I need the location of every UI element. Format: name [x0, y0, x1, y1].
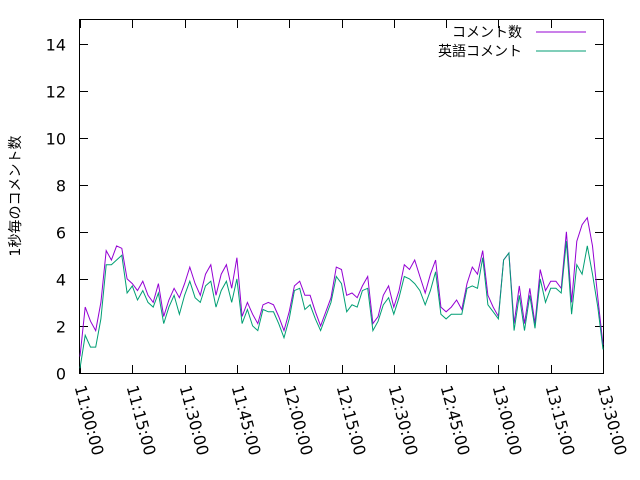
x-tick-label: 11:00:00	[71, 383, 108, 457]
x-tick-label: 11:45:00	[228, 383, 265, 457]
y-tick-label: 12	[46, 83, 66, 102]
series-line-0	[79, 216, 604, 357]
y-tick-label: 14	[46, 36, 66, 55]
legend-label-comments: コメント数	[452, 25, 522, 41]
x-tick-label: 12:30:00	[385, 383, 422, 457]
plot-frame	[79, 19, 604, 374]
y-tick-label: 0	[56, 365, 66, 384]
legend-label-english-comments: 英語コメント	[438, 43, 522, 60]
series-line-1	[79, 241, 604, 369]
x-tick-label: 13:30:00	[594, 383, 631, 457]
y-axis-label: 1秒毎のコメント数	[8, 136, 24, 257]
y-tick-label: 10	[46, 130, 66, 149]
y-tick-label: 2	[56, 318, 66, 337]
x-tick-label: 11:15:00	[123, 383, 160, 457]
y-axis: 0 2 4 6 8 10 12 14	[46, 36, 603, 384]
x-tick-label: 13:00:00	[489, 383, 526, 457]
x-tick-label: 13:15:00	[542, 383, 579, 457]
series-lines	[79, 216, 604, 369]
y-tick-label: 8	[56, 177, 66, 196]
x-tick-label: 11:30:00	[176, 383, 213, 457]
y-tick-label: 6	[56, 224, 66, 243]
legend: コメント数 英語コメント	[438, 25, 586, 60]
x-tick-label: 12:45:00	[437, 383, 474, 457]
x-tick-label: 12:00:00	[280, 383, 317, 457]
y-tick-label: 4	[56, 271, 66, 290]
x-tick-label: 12:15:00	[333, 383, 370, 457]
x-axis: 11:00:00 11:15:00 11:30:00 11:45:00 12:00:00…	[71, 20, 631, 457]
